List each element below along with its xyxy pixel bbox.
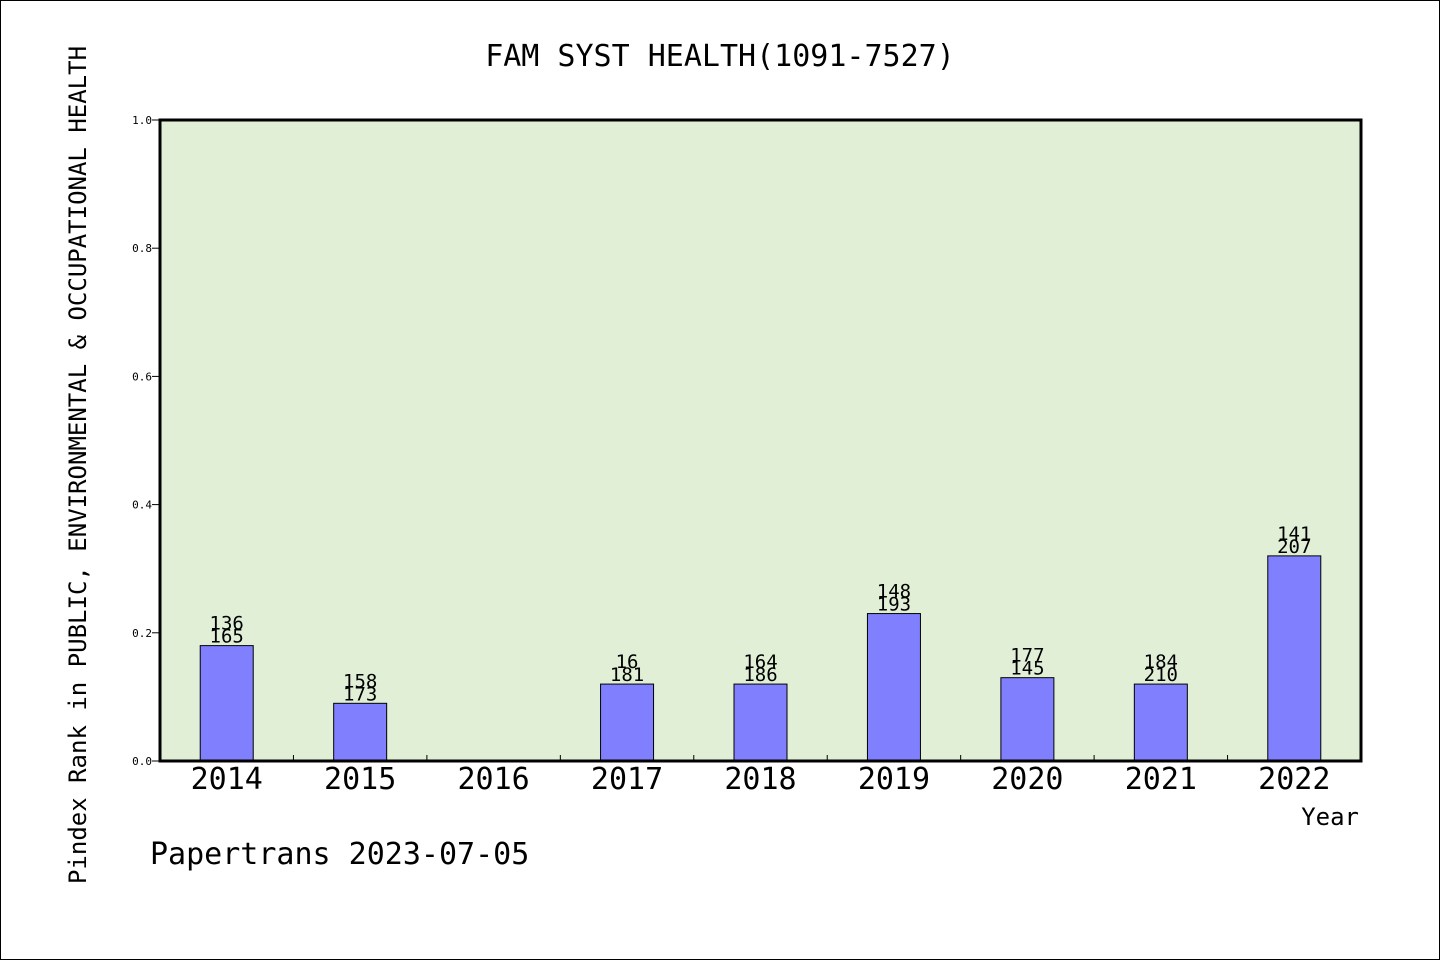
- chart-title: FAM SYST HEALTH(1091-7527): [485, 39, 955, 74]
- x-tick-label: 2018: [724, 762, 796, 797]
- data-label-bottom: 145: [1010, 658, 1044, 680]
- footer-credit: Papertrans 2023-07-05: [150, 837, 529, 872]
- bar: [333, 702, 388, 762]
- bar: [1133, 683, 1188, 762]
- bar: [1000, 677, 1055, 762]
- data-label-bottom: 165: [210, 626, 244, 648]
- data-label-top: 136: [210, 613, 244, 635]
- x-axis: 2014 2015 2016 2017 2018 2019 2020 2021 2022: [191, 755, 1330, 797]
- y-tick-label: 0.8: [132, 242, 152, 255]
- x-tick-label: 2019: [858, 762, 930, 797]
- data-label-top: 16: [616, 651, 639, 673]
- x-tick-label: 2020: [991, 762, 1063, 797]
- y-axis-label: Pindex Rank in PUBLIC, ENVIRONMENTAL & O…: [64, 46, 92, 884]
- y-tick-label: 0.6: [132, 370, 152, 383]
- y-tick-label: 0.2: [132, 627, 152, 640]
- data-label-bottom: 181: [610, 664, 644, 686]
- bar-series: [199, 555, 1322, 762]
- y-tick-label: 1.0: [132, 114, 152, 127]
- data-label-top: 164: [743, 651, 777, 673]
- bar: [733, 683, 788, 762]
- data-label-top: 141: [1277, 523, 1311, 545]
- data-label-top: 184: [1144, 651, 1178, 673]
- bar: [1267, 555, 1322, 762]
- bar: [866, 613, 921, 762]
- data-label-top: 177: [1010, 645, 1044, 667]
- y-axis: 0.0 0.2 0.4 0.6 0.8 1.0: [132, 114, 160, 768]
- x-tick-label: 2014: [191, 762, 263, 797]
- x-tick-label: 2021: [1125, 762, 1197, 797]
- y-tick-label: 0.0: [132, 755, 152, 768]
- data-label-bottom: 210: [1144, 664, 1178, 686]
- x-tick-label: 2016: [457, 762, 529, 797]
- data-label-bottom: 207: [1277, 536, 1311, 558]
- y-tick-label: 0.4: [132, 499, 152, 512]
- plot-area: [160, 120, 1361, 761]
- bar: [199, 645, 254, 762]
- plot-border: [158, 118, 1363, 763]
- x-axis-label: Year: [1301, 803, 1359, 831]
- data-label-top: 148: [877, 581, 911, 603]
- data-label-top: 158: [343, 670, 377, 692]
- data-label-bottom: 173: [343, 683, 377, 705]
- data-label-bottom: 186: [743, 664, 777, 686]
- x-tick-label: 2017: [591, 762, 663, 797]
- x-tick-label: 2022: [1258, 762, 1330, 797]
- data-label-bottom: 193: [877, 594, 911, 616]
- bar: [600, 683, 655, 762]
- x-tick-label: 2015: [324, 762, 396, 797]
